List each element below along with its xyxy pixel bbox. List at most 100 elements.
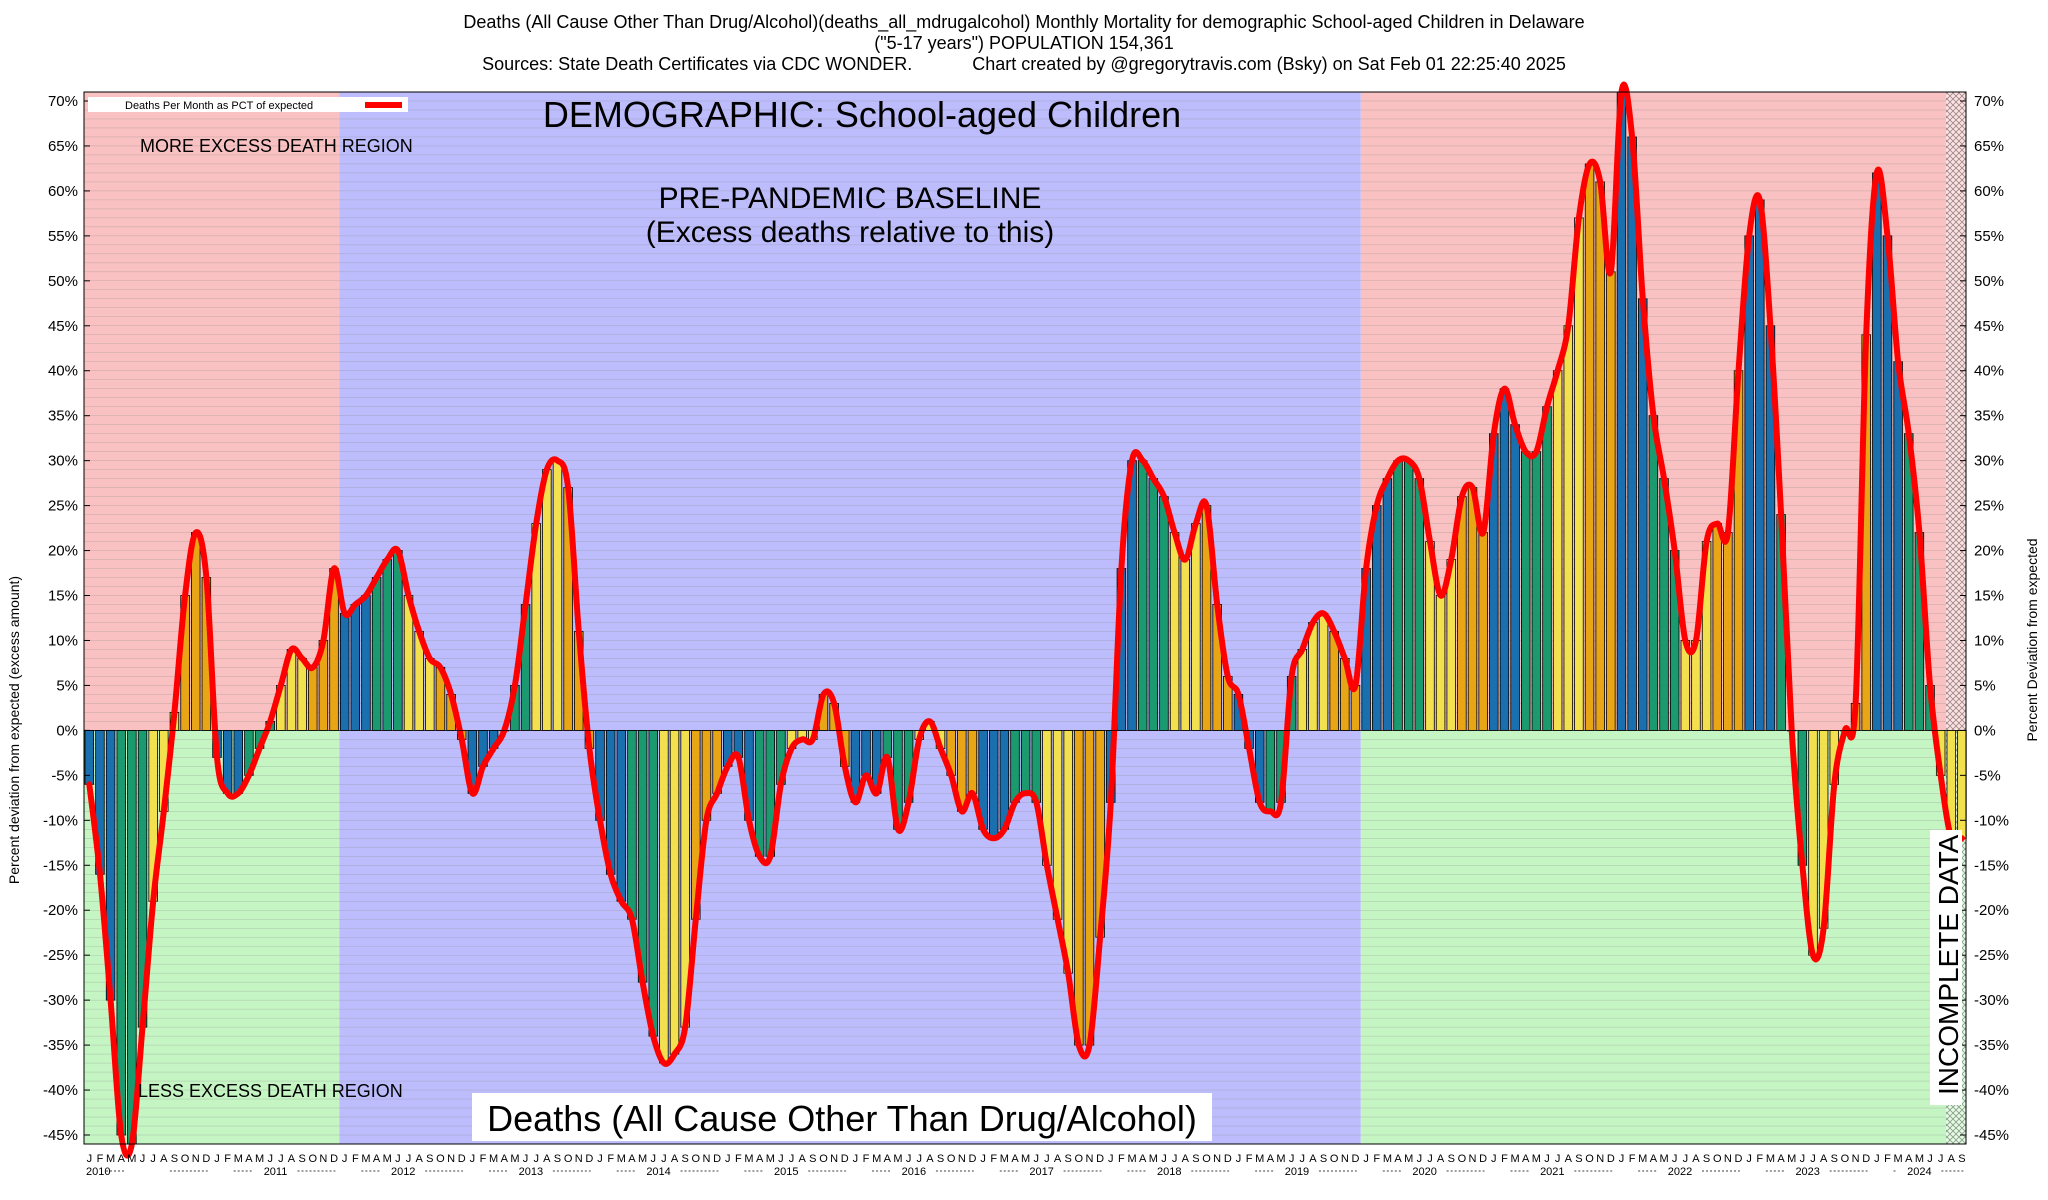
bar-168 — [1872, 172, 1882, 731]
baseline-label-2: (Excess deaths relative to this) — [646, 216, 1055, 249]
x-month-label: J — [1161, 1153, 1167, 1165]
x-month-label: M — [510, 1153, 519, 1165]
x-month-label: M — [1383, 1153, 1392, 1165]
metric-label: Deaths (All Cause Other Than Drug/Alcoho… — [487, 1098, 1197, 1139]
chart-title-line-3: Sources: State Death Certificates via CD… — [482, 54, 1566, 74]
bar-176 — [1957, 729, 1967, 839]
x-month-label: S — [171, 1153, 178, 1165]
bar-55 — [669, 729, 680, 1055]
y-tick-label-right: -5% — [1974, 767, 2001, 784]
x-month-label: D — [1096, 1153, 1104, 1165]
y-tick-label-left: 25% — [48, 498, 78, 515]
y-tick-label-left: -35% — [43, 1037, 78, 1054]
x-month-label: D — [458, 1153, 466, 1165]
bar-116 — [1318, 613, 1329, 731]
bar-87 — [1010, 729, 1020, 803]
bar-119 — [1350, 685, 1361, 731]
y-tick-label-right: -35% — [1974, 1037, 2009, 1054]
x-year-label: 2015 — [774, 1166, 798, 1178]
x-month-label: A — [1267, 1153, 1275, 1165]
bar-147 — [1648, 415, 1659, 731]
demographic-label: DEMOGRAPHIC: School-aged Children — [543, 94, 1181, 135]
x-month-label: A — [1394, 1153, 1402, 1165]
x-month-label: F — [1373, 1153, 1380, 1165]
bar-142 — [1595, 181, 1605, 731]
legend-label: Deaths Per Month as PCT of expected — [125, 100, 313, 112]
y-tick-label-left: -45% — [43, 1127, 78, 1144]
y-tick-label-right: 70% — [1974, 93, 2004, 110]
x-month-label: J — [1938, 1153, 1944, 1165]
x-month-label: M — [638, 1153, 647, 1165]
x-month-label: A — [926, 1153, 934, 1165]
bar-51 — [627, 729, 637, 920]
y-tick-label-left: 15% — [48, 588, 78, 605]
bar-4 — [127, 729, 137, 1145]
x-month-label: O — [436, 1153, 445, 1165]
y-tick-label-right: -10% — [1974, 812, 2009, 829]
x-month-label: O — [1330, 1153, 1339, 1165]
x-month-label: A — [1565, 1153, 1573, 1165]
x-month-label: J — [916, 1153, 922, 1165]
x-year-label: 2022 — [1668, 1166, 1692, 1178]
x-month-label: D — [968, 1153, 976, 1165]
x-month-label: J — [1683, 1153, 1689, 1165]
x-month-label: J — [214, 1153, 220, 1165]
bar-63 — [754, 729, 765, 857]
x-month-label: J — [1927, 1153, 1933, 1165]
x-month-label: N — [319, 1153, 327, 1165]
x-month-label: O — [1841, 1153, 1850, 1165]
x-month-label: N — [1596, 1153, 1604, 1165]
x-month-label: M — [1915, 1153, 1924, 1165]
y-tick-label-right: 60% — [1974, 183, 2004, 200]
x-month-label: A — [245, 1153, 253, 1165]
bar-134 — [1510, 424, 1520, 731]
x-year-label: 2014 — [646, 1166, 670, 1178]
y-tick-label-right: 35% — [1974, 408, 2004, 425]
y-tick-label-right: -30% — [1974, 992, 2009, 1009]
x-month-label: J — [406, 1153, 412, 1165]
bar-25 — [350, 604, 361, 731]
x-month-label: M — [1404, 1153, 1413, 1165]
y-tick-label-left: -10% — [43, 812, 78, 829]
x-month-label: J — [1746, 1153, 1752, 1165]
y-tick-label-right: 5% — [1974, 677, 1996, 694]
x-month-label: M — [1638, 1153, 1647, 1165]
y-tick-label-left: -15% — [43, 857, 78, 874]
x-month-label: S — [1320, 1153, 1327, 1165]
y-tick-label-right: 50% — [1974, 273, 2004, 290]
x-month-label: J — [140, 1153, 146, 1165]
bar-115 — [1308, 622, 1318, 731]
baseline-region — [339, 92, 1361, 1144]
x-year-label: 2010 — [86, 1166, 110, 1178]
x-month-label: M — [1127, 1153, 1136, 1165]
x-month-label: J — [1172, 1153, 1178, 1165]
x-month-label: S — [1192, 1153, 1199, 1165]
metric-label-box — [472, 1093, 1212, 1141]
y-tick-label-left: 20% — [48, 543, 78, 560]
y-tick-label-right: 15% — [1974, 588, 2004, 605]
bar-50 — [616, 729, 627, 902]
x-month-label: J — [395, 1153, 401, 1165]
bar-73 — [861, 729, 871, 776]
x-year-label: 2012 — [391, 1166, 415, 1178]
x-year-label: 2016 — [902, 1166, 926, 1178]
x-year-label: 2018 — [1157, 1166, 1181, 1178]
bar-103 — [1180, 559, 1190, 731]
x-month-label: A — [1011, 1153, 1019, 1165]
trend-line — [86, 81, 1965, 1159]
x-month-label: M — [893, 1153, 902, 1165]
x-month-label: S — [1575, 1153, 1582, 1165]
x-month-label: N — [575, 1153, 583, 1165]
y-tick-label-right: -45% — [1974, 1127, 2009, 1144]
bar-169 — [1882, 235, 1893, 731]
x-month-label: M — [1255, 1153, 1264, 1165]
y-tick-label-right: 65% — [1974, 138, 2004, 155]
bar-85 — [989, 729, 999, 839]
x-month-label: F — [863, 1153, 870, 1165]
bar-53 — [648, 729, 658, 1037]
bar-102 — [1169, 532, 1180, 731]
y-tick-label-right: 20% — [1974, 543, 2004, 560]
y-tick-label-right: -20% — [1974, 902, 2009, 919]
bar-54 — [659, 729, 669, 1064]
bar-27 — [371, 577, 382, 731]
